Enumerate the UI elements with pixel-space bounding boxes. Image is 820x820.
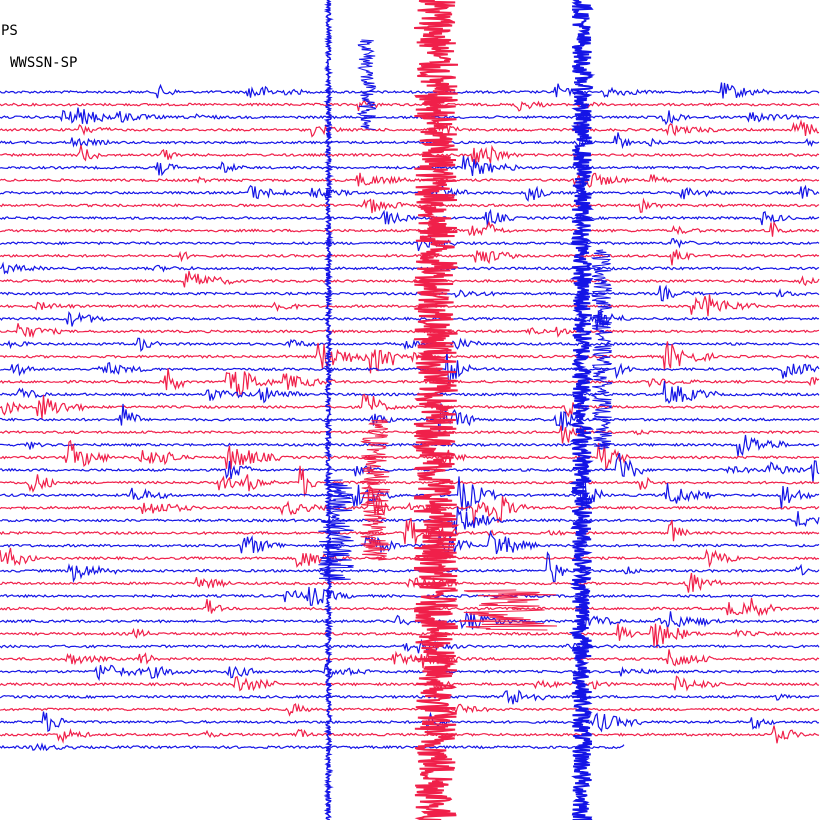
trace [0,663,820,682]
trace [0,107,820,126]
trace [0,506,820,535]
event-band [568,0,596,820]
trace [0,270,820,288]
trace [0,425,820,444]
trace [0,742,625,752]
trace [0,368,820,396]
trace [0,572,820,593]
trace [0,197,820,214]
bands [318,0,613,820]
trace [0,610,820,631]
event-band [318,479,354,581]
trace [0,311,820,331]
trace [0,184,820,202]
trace [0,703,820,717]
trace [0,323,820,339]
trace [0,82,820,99]
traces [0,82,820,752]
trace [0,452,820,483]
trace [0,476,820,511]
event-band [590,249,613,450]
trace [0,649,820,669]
trace [0,725,820,744]
event-band [323,0,334,820]
trace [0,403,820,437]
trace [0,341,820,374]
trace [0,99,820,112]
trace [0,623,820,649]
trace [0,337,820,352]
trace [0,551,820,583]
trace [0,119,820,138]
trace [0,638,820,654]
trace [0,172,820,188]
trace [0,249,820,266]
trace [0,597,820,617]
trace [0,132,820,150]
event-band [356,39,377,131]
trace [0,284,820,302]
trace [0,517,820,545]
trace [0,261,820,275]
trace [0,675,820,692]
event-band [359,419,391,561]
trace [0,465,820,498]
trace [0,294,820,317]
trace [0,208,820,227]
station-label: PS [1,23,18,39]
trace [0,486,820,526]
trace [0,529,820,555]
trace [0,689,820,705]
trace [0,434,820,457]
trace [0,220,820,237]
trace [0,586,820,606]
trace [0,155,820,177]
network-label: WWSSN-SP [10,55,77,71]
trace [0,711,820,733]
trace [0,547,820,569]
trace [0,144,820,165]
trace [0,235,820,252]
event-band [458,589,558,631]
event-band [411,0,460,820]
trace [0,393,820,420]
trace [0,439,820,471]
trace [0,350,820,385]
trace [0,380,820,405]
